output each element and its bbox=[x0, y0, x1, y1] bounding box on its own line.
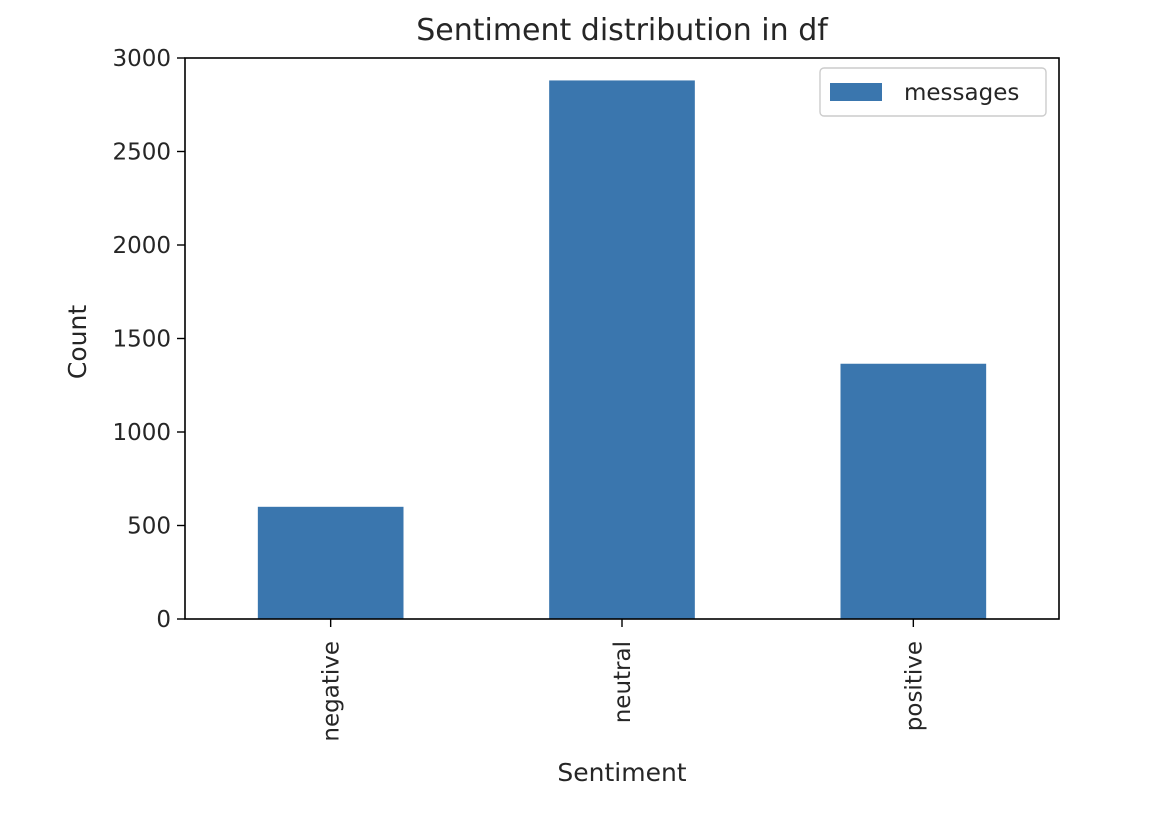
y-tick-label-1000: 1000 bbox=[112, 420, 171, 446]
y-tick-label-2000: 2000 bbox=[112, 233, 171, 259]
chart-title: Sentiment distribution in df bbox=[416, 13, 829, 48]
y-tick-label-3000: 3000 bbox=[112, 46, 171, 72]
x-tick-label-neutral: neutral bbox=[610, 641, 636, 723]
bar-negative bbox=[257, 506, 404, 619]
y-axis-label: Count bbox=[63, 305, 92, 379]
x-tick-label-negative: negative bbox=[319, 641, 345, 742]
y-tick-label-2500: 2500 bbox=[112, 140, 171, 166]
legend: messages bbox=[819, 67, 1047, 117]
y-tick-label-1500: 1500 bbox=[112, 327, 171, 353]
bar-neutral bbox=[549, 80, 695, 619]
plot-area: 0 500 1000 1500 2000 2500 3000 negative neutral p… bbox=[112, 46, 1060, 742]
y-tick-label-0: 0 bbox=[156, 607, 171, 633]
x-axis-label: Sentiment bbox=[557, 758, 686, 787]
bar-positive bbox=[840, 363, 987, 619]
legend-label-messages: messages bbox=[904, 80, 1019, 106]
legend-swatch-messages bbox=[830, 83, 882, 101]
legend-box bbox=[819, 67, 1047, 117]
y-tick-label-500: 500 bbox=[127, 514, 171, 540]
x-tick-label-positive: positive bbox=[901, 641, 927, 731]
